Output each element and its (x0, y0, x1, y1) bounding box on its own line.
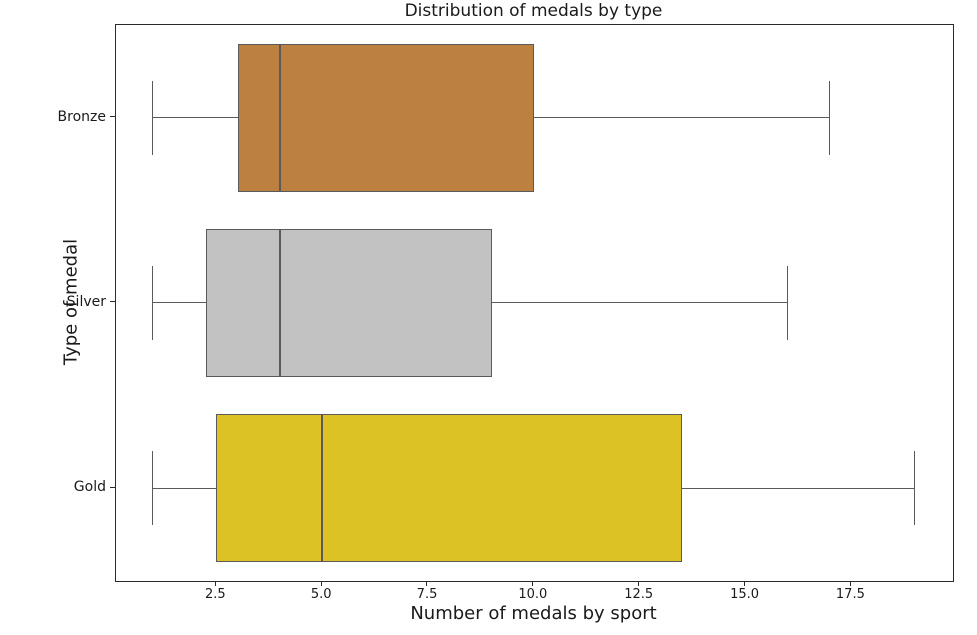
category-label-silver: Silver (66, 294, 106, 310)
x-tick-17.5 (849, 581, 851, 586)
whisker-right-bronze (533, 116, 831, 118)
chart-title: Distribution of medals by type (404, 1, 663, 21)
y-tick-bronze (110, 116, 115, 118)
y-tick-gold (110, 486, 115, 488)
cap-max-bronze (829, 80, 831, 155)
whisker-right-gold (682, 487, 915, 489)
cap-min-silver (152, 265, 154, 341)
whisker-left-bronze (152, 116, 238, 118)
whisker-right-silver (491, 302, 788, 304)
x-tick-10.0 (532, 581, 534, 586)
cap-max-gold (914, 451, 916, 526)
x-tick-15.0 (743, 581, 745, 586)
y-tick-silver (110, 301, 115, 303)
category-label-gold: Gold (73, 479, 106, 496)
cap-min-bronze (152, 80, 154, 155)
cap-max-silver (787, 265, 789, 341)
box-silver (205, 228, 492, 378)
median-gold (321, 414, 324, 563)
median-silver (278, 228, 281, 378)
x-tick-12.5 (638, 581, 640, 586)
plot-area (115, 24, 954, 582)
x-tick-2.5 (214, 581, 216, 586)
category-label-bronze: Bronze (57, 108, 106, 125)
x-tick-label-5.0: 5.0 (310, 587, 332, 602)
x-tick-label-17.5: 17.5 (835, 587, 865, 602)
x-tick-7.5 (426, 581, 428, 586)
box-gold (216, 414, 683, 563)
x-tick-label-10.0: 10.0 (518, 587, 548, 602)
box-bronze (237, 43, 534, 192)
x-axis-label: Number of medals by sport (410, 603, 657, 624)
cap-min-gold (152, 451, 154, 526)
whisker-left-silver (152, 302, 206, 304)
x-tick-label-2.5: 2.5 (204, 587, 226, 602)
x-tick-label-15.0: 15.0 (730, 587, 760, 602)
x-tick-label-7.5: 7.5 (416, 587, 438, 602)
x-tick-5.0 (320, 581, 322, 586)
whisker-left-gold (152, 487, 217, 489)
x-tick-label-12.5: 12.5 (624, 587, 654, 602)
median-bronze (278, 43, 281, 192)
